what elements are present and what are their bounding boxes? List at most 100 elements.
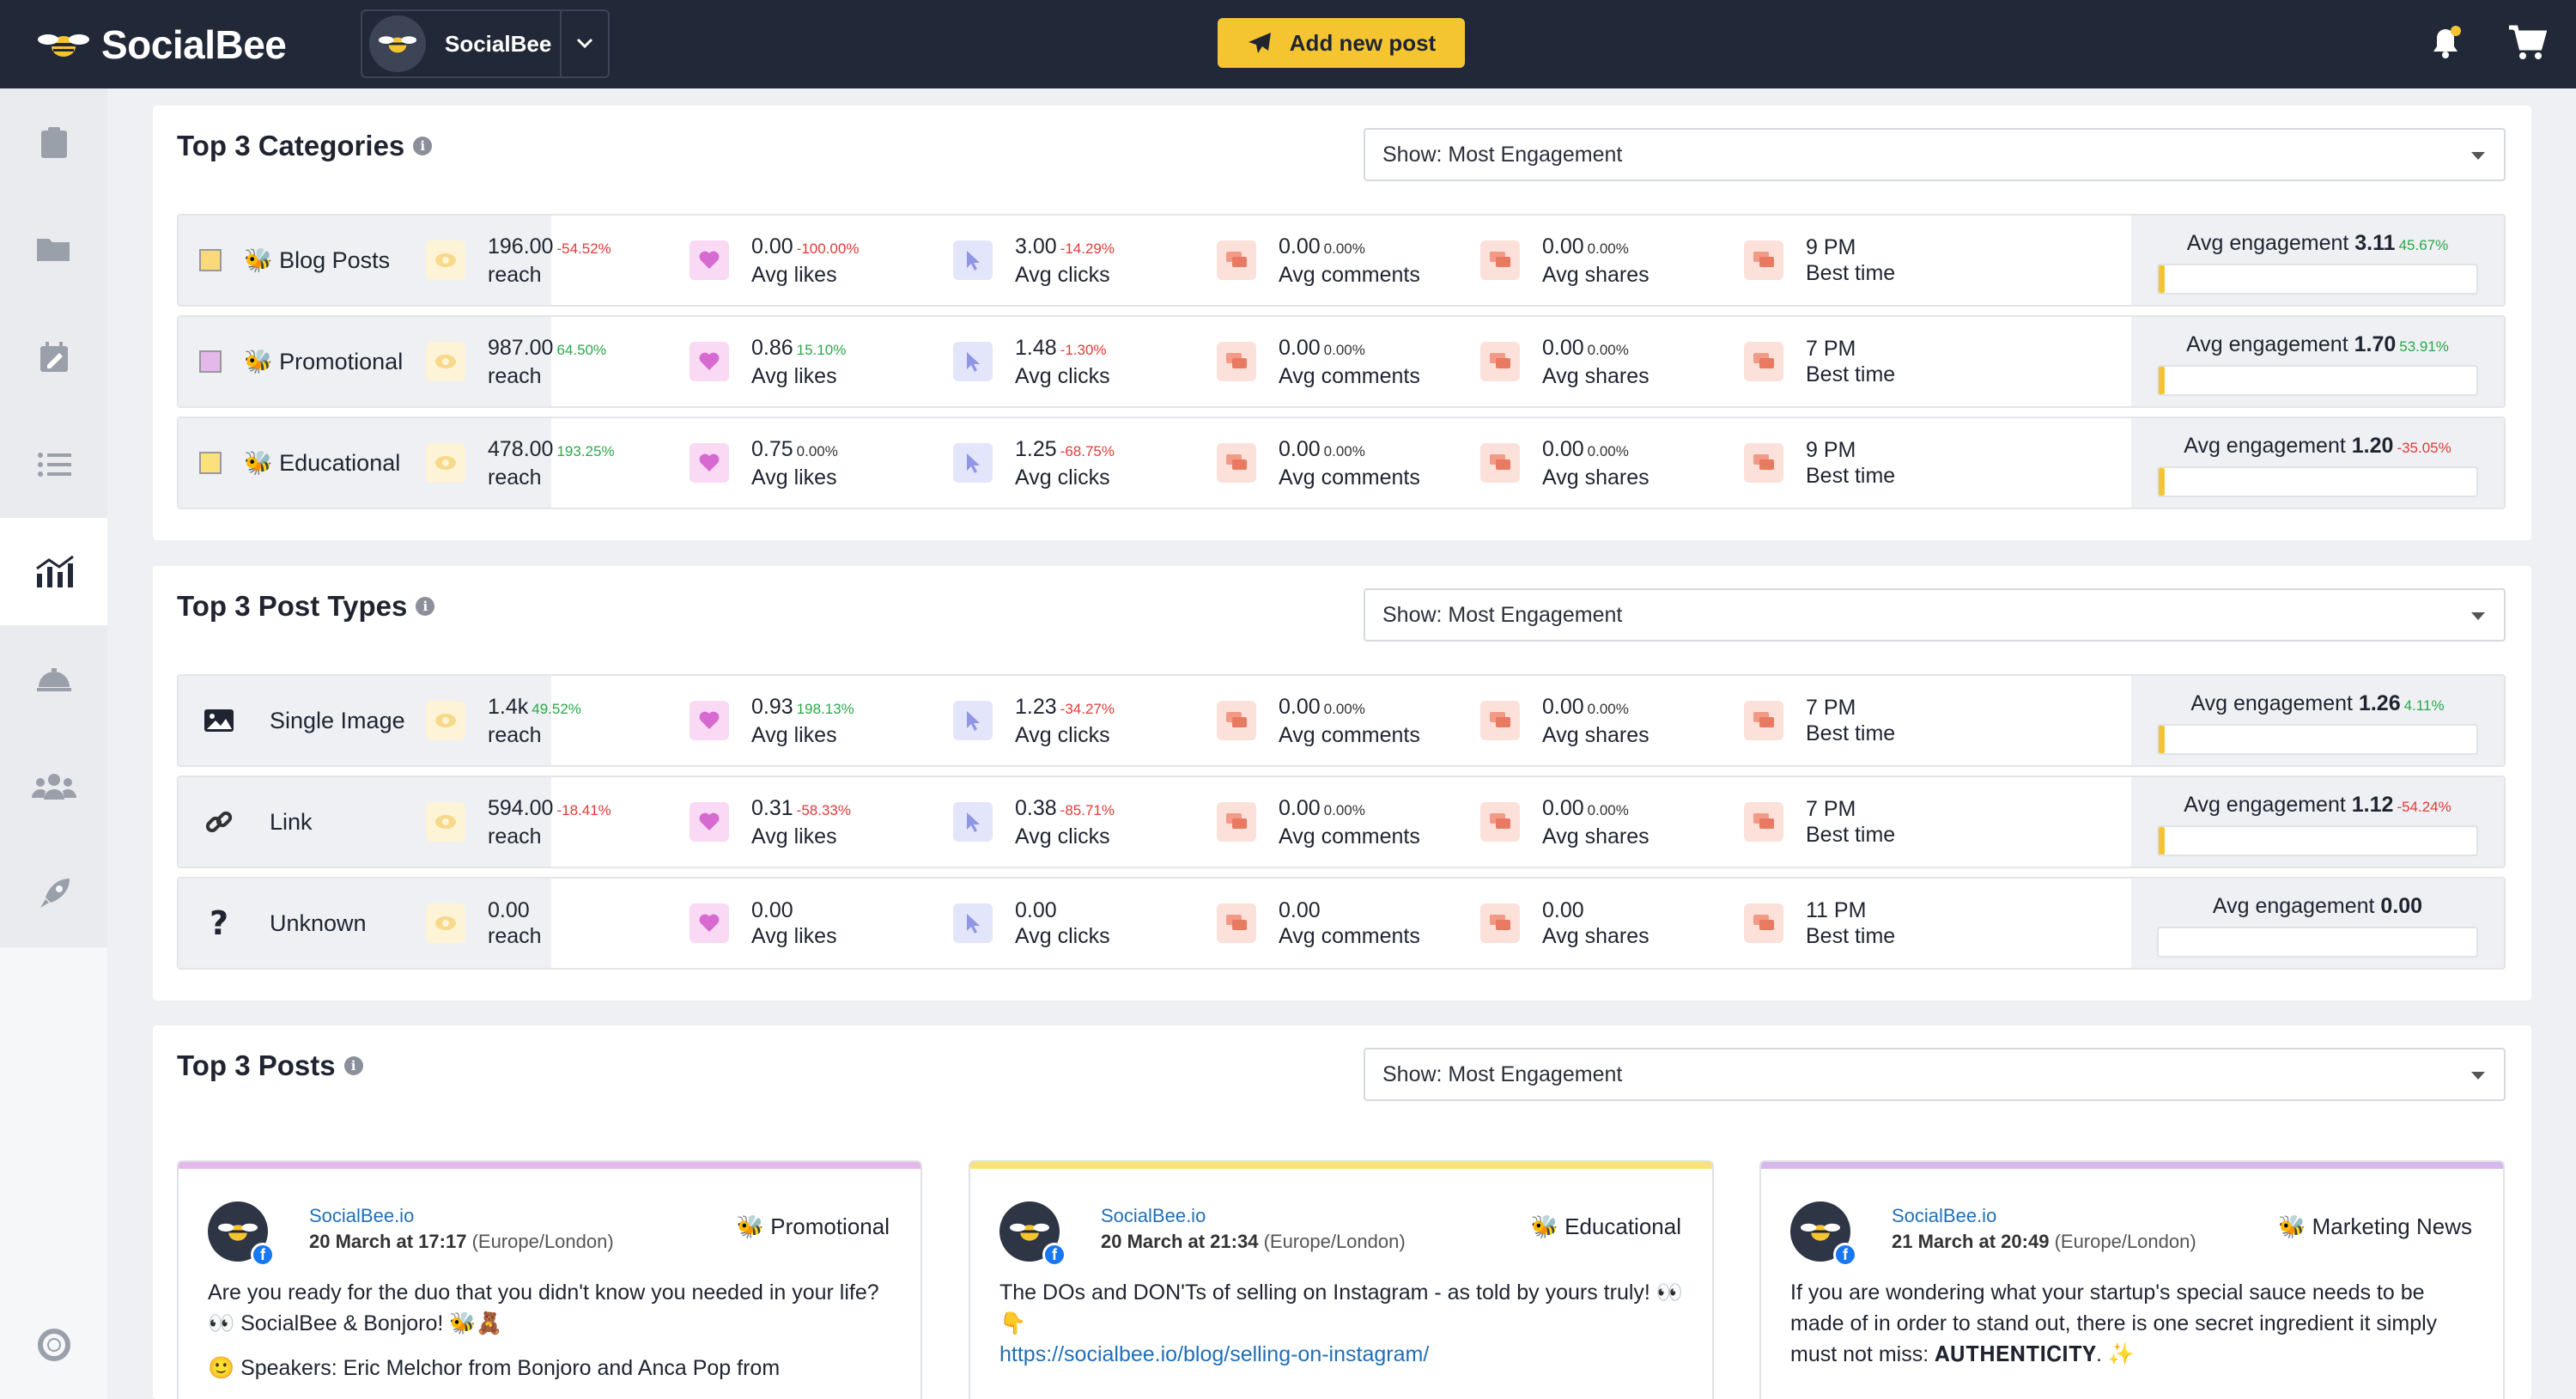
sidebar [0, 88, 107, 1399]
metric-time: 7 PM Best time [1744, 777, 1895, 867]
add-new-post-button[interactable]: Add new post [1218, 18, 1465, 68]
metric-time: 7 PM Best time [1744, 676, 1895, 765]
metric-likes: 0.00 Avg likes [690, 879, 837, 968]
metric-shares-value: 0.00 [1542, 795, 1584, 820]
post-type-row[interactable]: Single Image 1.4k 49.52% reach 0.93 198.13% Av… [177, 674, 2506, 767]
info-icon[interactable]: i [416, 597, 435, 616]
metric-clicks-label: Avg clicks [1015, 465, 1110, 490]
category-color-swatch [199, 350, 222, 373]
metric-clicks-label: Avg clicks [1015, 722, 1110, 747]
clipboard-icon [40, 126, 67, 158]
post-link[interactable]: https://socialbee.io/blog/selling-on-ins… [999, 1342, 1430, 1366]
account-dropdown-toggle[interactable] [560, 11, 608, 76]
avg-engagement-value: 3.11 [2354, 231, 2396, 255]
post-type-row[interactable]: Link 594.00 -18.41% reach 0.31 -58.33% Avg lik… [177, 776, 2506, 868]
top-post-types-title: Top 3 Post Types i [177, 590, 435, 623]
info-icon[interactable]: i [413, 137, 433, 155]
post-card[interactable]: f SocialBee.io 20 March at 21:34 (Europe/L… [969, 1160, 1714, 1399]
heart-icon [690, 240, 729, 280]
category-row[interactable]: 🐝 Blog Posts 196.00 -54.52% reach 0.00 -100.0… [177, 214, 2506, 307]
best-time-icon [1744, 802, 1783, 842]
metric-reach: 478.00 193.25% reach [426, 418, 615, 508]
shares-icon [1480, 240, 1520, 280]
row-label: ? Unknown [179, 879, 551, 968]
row-name: 🐝 Promotional [244, 349, 404, 374]
avg-engagement: Avg engagement 0.00 [2131, 879, 2504, 968]
posts-sort-value: Show: Most Engagement [1382, 1061, 1623, 1086]
metric-reach-value: 478.00 [488, 436, 554, 461]
category-row[interactable]: 🐝 Educational 478.00 193.25% reach 0.75 0.00%… [177, 417, 2506, 509]
link-icon [197, 806, 240, 837]
row-name: Unknown [270, 909, 367, 936]
sidebar-item-help[interactable] [0, 1291, 107, 1398]
account-name: SocialBee [445, 30, 552, 57]
metric-shares-label: Avg shares [1542, 824, 1649, 849]
metric-likes-change: 0.00% [796, 442, 838, 459]
bee-avatar-icon [379, 36, 416, 53]
post-date-value: 20 March at 17:17 [309, 1231, 467, 1252]
metric-comments-value: 0.00 [1279, 795, 1321, 820]
notifications-button[interactable] [2427, 24, 2464, 66]
post-card[interactable]: f SocialBee.io 21 March at 20:49 (Europe/L… [1759, 1160, 2505, 1399]
socialbee-logo[interactable]: SocialBee [38, 19, 287, 70]
post-types-sort-value: Show: Most Engagement [1382, 602, 1623, 627]
account-switcher[interactable]: SocialBee [361, 9, 610, 78]
posts-sort-select[interactable]: Show: Most Engagement [1364, 1048, 2506, 1101]
post-author[interactable]: SocialBee.io [1892, 1205, 1997, 1226]
metric-comments-change: 0.00% [1323, 801, 1365, 818]
metric-clicks-value: 1.23 [1015, 694, 1057, 719]
metric-likes-label: Avg likes [751, 824, 837, 849]
top-categories-card: Top 3 Categories i Show: Most Engagement… [153, 106, 2531, 540]
metric-likes: 0.00 -100.00% Avg likes [690, 216, 859, 305]
facebook-icon: f [1042, 1243, 1066, 1267]
sidebar-item-folders[interactable] [0, 196, 107, 303]
bee-logo-icon [38, 34, 89, 57]
sidebar-item-concierge[interactable] [0, 625, 107, 733]
metric-likes-value: 0.00 [751, 234, 793, 259]
metric-time-label: Best time [1806, 464, 1896, 488]
metric-comments-change: 0.00% [1323, 240, 1365, 257]
sidebar-item-list[interactable] [0, 411, 107, 518]
metric-shares-label: Avg shares [1542, 262, 1649, 287]
metric-time-value: 7 PM [1806, 337, 1856, 361]
category-row[interactable]: 🐝 Promotional 987.00 64.50% reach 0.86 15.10%… [177, 315, 2506, 408]
metric-clicks: 1.48 -1.30% Avg clicks [953, 317, 1110, 406]
metric-reach-value: 594.00 [488, 795, 554, 820]
facebook-icon: f [251, 1243, 275, 1267]
metric-likes-value: 0.31 [751, 795, 793, 820]
comments-icon [1217, 443, 1256, 483]
info-icon[interactable]: i [343, 1056, 363, 1075]
post-card[interactable]: f SocialBee.io 20 March at 17:17 (Europe/L… [177, 1160, 922, 1399]
cursor-icon [953, 701, 993, 740]
post-types-sort-select[interactable]: Show: Most Engagement [1364, 588, 2506, 642]
categories-sort-select[interactable]: Show: Most Engagement [1364, 128, 2506, 181]
metric-reach-value: 196.00 [488, 234, 554, 259]
top-post-types-card: Top 3 Post Types i Show: Most Engagement… [153, 566, 2531, 1001]
post-category: 🐝 Educational [1530, 1213, 1681, 1239]
categories-sort-value: Show: Most Engagement [1382, 142, 1623, 167]
sidebar-item-growth[interactable] [0, 840, 107, 947]
eye-icon [426, 342, 465, 381]
sidebar-item-audience[interactable] [0, 733, 107, 840]
metric-comments-change: 0.00% [1323, 341, 1365, 358]
sidebar-item-analytics[interactable] [0, 518, 107, 625]
metric-likes-label: Avg likes [751, 722, 837, 747]
metric-time-label: Best time [1806, 721, 1896, 745]
sidebar-item-content[interactable] [0, 88, 107, 196]
comments-icon [1217, 701, 1256, 740]
list-icon [37, 452, 71, 477]
sidebar-item-schedule[interactable] [0, 303, 107, 411]
metric-likes: 0.31 -58.33% Avg likes [690, 777, 851, 867]
rocket-icon [39, 878, 70, 908]
cart-button[interactable] [2507, 24, 2548, 66]
metric-shares-label: Avg shares [1542, 722, 1649, 747]
best-time-icon [1744, 443, 1783, 483]
cursor-icon [953, 903, 993, 943]
post-type-row[interactable]: ? Unknown 0.00 reach 0.00 Avg likes 0.00 Avg cl… [177, 877, 2506, 970]
metric-comments-label: Avg comments [1279, 924, 1420, 948]
shares-icon [1480, 342, 1520, 381]
question-icon: ? [209, 904, 229, 942]
metric-clicks-change: -34.27% [1060, 700, 1115, 717]
post-author[interactable]: SocialBee.io [309, 1205, 415, 1226]
post-author[interactable]: SocialBee.io [1101, 1205, 1206, 1226]
